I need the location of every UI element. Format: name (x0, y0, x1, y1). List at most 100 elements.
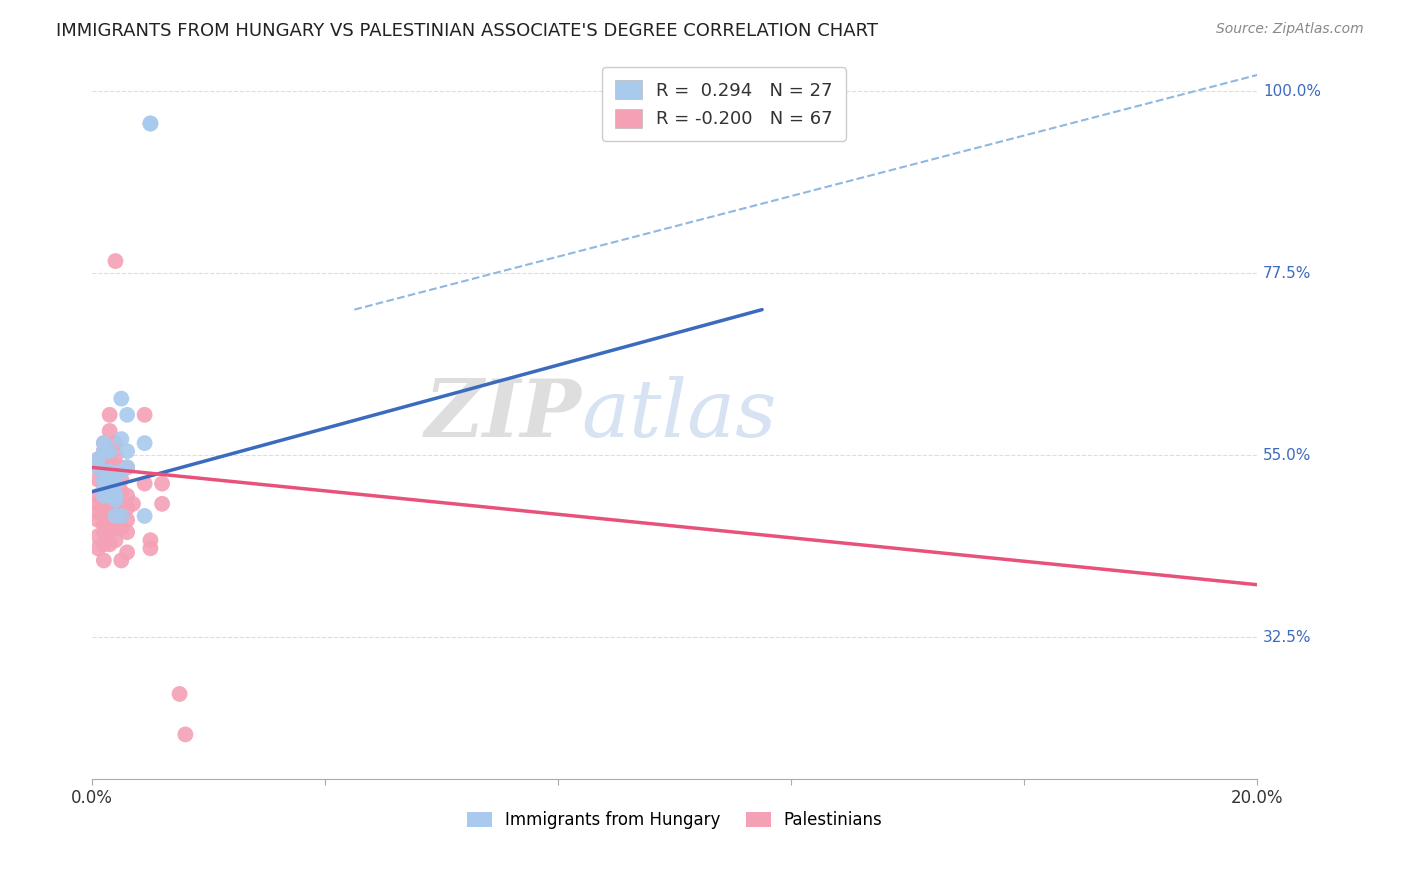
Point (104, 460, 127, 475)
Point (110, 508, 132, 523)
Point (134, 508, 156, 523)
Point (104, 484, 127, 499)
Text: ZIP: ZIP (425, 376, 582, 453)
Point (93, 525, 115, 540)
Point (93, 481, 115, 495)
Legend: Immigrants from Hungary, Palestinians: Immigrants from Hungary, Palestinians (460, 805, 889, 836)
Point (139, 533, 162, 548)
Text: IMMIGRANTS FROM HUNGARY VS PALESTINIAN ASSOCIATE'S DEGREE CORRELATION CHART: IMMIGRANTS FROM HUNGARY VS PALESTINIAN A… (56, 22, 879, 40)
Point (115, 408, 138, 422)
Point (87, 473, 110, 487)
Point (93, 452, 115, 467)
Point (98, 460, 121, 475)
Point (104, 476, 127, 491)
Point (110, 497, 132, 511)
Point (87, 460, 110, 475)
Point (139, 116, 162, 130)
Point (98, 465, 121, 479)
Point (104, 254, 127, 268)
Point (87, 513, 110, 527)
Point (87, 452, 110, 467)
Text: 55.0%: 55.0% (1263, 448, 1312, 463)
Point (98, 444, 121, 458)
Point (104, 448, 127, 462)
Point (98, 525, 121, 540)
Point (115, 460, 138, 475)
Point (87, 460, 110, 475)
Point (98, 408, 121, 422)
Point (98, 513, 121, 527)
Point (87, 489, 110, 503)
Point (93, 473, 115, 487)
Point (98, 484, 121, 499)
Point (98, 489, 121, 503)
Point (98, 444, 121, 458)
Point (110, 553, 132, 567)
Point (104, 508, 127, 523)
Point (115, 513, 138, 527)
Point (110, 392, 132, 406)
Point (115, 525, 138, 540)
Point (93, 553, 115, 567)
Point (110, 465, 132, 479)
Point (104, 521, 127, 535)
Point (93, 436, 115, 450)
Point (139, 541, 162, 556)
Point (87, 505, 110, 519)
Point (110, 484, 132, 499)
Point (93, 516, 115, 531)
Point (110, 521, 132, 535)
Point (104, 533, 127, 548)
Point (93, 468, 115, 483)
Point (98, 537, 121, 551)
Point (139, 116, 162, 130)
Point (87, 452, 110, 467)
Text: 77.5%: 77.5% (1263, 266, 1312, 281)
Point (93, 436, 115, 450)
Point (93, 497, 115, 511)
Point (110, 508, 132, 523)
Point (98, 497, 121, 511)
Point (98, 473, 121, 487)
Point (134, 476, 156, 491)
Point (87, 529, 110, 543)
Point (104, 497, 127, 511)
Point (104, 473, 127, 487)
Text: 32.5%: 32.5% (1263, 630, 1312, 645)
Text: Source: ZipAtlas.com: Source: ZipAtlas.com (1216, 22, 1364, 37)
Point (115, 545, 138, 559)
Point (87, 541, 110, 556)
Point (104, 489, 127, 503)
Point (104, 492, 127, 507)
Point (174, 727, 197, 741)
Point (122, 497, 145, 511)
Point (93, 489, 115, 503)
Point (115, 489, 138, 503)
Point (93, 460, 115, 475)
Point (98, 505, 121, 519)
Point (93, 444, 115, 458)
Point (110, 460, 132, 475)
Point (98, 481, 121, 495)
Text: atlas: atlas (582, 376, 778, 453)
Point (110, 473, 132, 487)
Point (115, 460, 138, 475)
Text: 100.0%: 100.0% (1263, 84, 1322, 99)
Point (110, 432, 132, 446)
Point (150, 476, 173, 491)
Point (93, 444, 115, 458)
Point (93, 476, 115, 491)
Point (93, 537, 115, 551)
Point (104, 436, 127, 450)
Point (87, 497, 110, 511)
Point (93, 489, 115, 503)
Point (93, 505, 115, 519)
Point (98, 424, 121, 438)
Point (134, 408, 156, 422)
Point (169, 687, 191, 701)
Point (98, 473, 121, 487)
Point (115, 500, 138, 515)
Point (98, 489, 121, 503)
Point (134, 436, 156, 450)
Point (104, 508, 127, 523)
